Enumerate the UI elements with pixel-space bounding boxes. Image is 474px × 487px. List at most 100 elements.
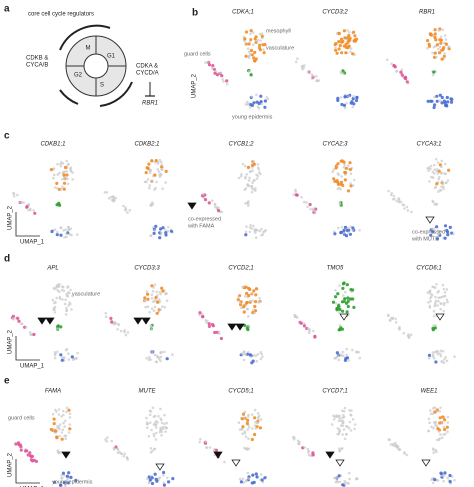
cell — [260, 473, 263, 476]
filled-arrowhead — [235, 323, 245, 331]
cell — [441, 28, 445, 32]
cell — [397, 200, 401, 204]
cell — [442, 479, 445, 483]
expressing-cell — [19, 448, 23, 452]
cell — [250, 292, 254, 295]
expressing-cell — [11, 314, 15, 318]
cell — [76, 233, 79, 236]
cell — [69, 288, 72, 292]
cell — [67, 291, 71, 295]
cell — [240, 172, 243, 176]
cell — [258, 296, 261, 300]
cell — [159, 355, 163, 359]
cell — [248, 299, 252, 303]
expressing-cell — [74, 478, 78, 482]
cell — [439, 35, 443, 39]
cell — [440, 180, 444, 183]
cell — [158, 158, 162, 162]
cell — [63, 425, 66, 428]
cell — [150, 293, 154, 297]
cell — [439, 302, 443, 305]
expressing-cell — [49, 427, 54, 432]
cell — [64, 483, 67, 486]
expressing-cell — [337, 47, 341, 51]
cell — [307, 70, 310, 74]
cell — [435, 349, 439, 353]
cell — [163, 413, 166, 417]
cell — [116, 451, 120, 455]
cell — [156, 294, 159, 297]
expressing-cell — [348, 161, 352, 165]
cell — [148, 421, 152, 425]
cell — [436, 161, 440, 164]
cell — [237, 421, 241, 425]
cell — [433, 203, 437, 206]
cell — [22, 201, 26, 204]
expressing-cell — [434, 38, 438, 42]
cell — [109, 195, 113, 199]
expressing-cell — [354, 98, 359, 103]
cell — [432, 357, 436, 360]
cell — [58, 297, 62, 301]
cell — [345, 101, 348, 105]
cell — [252, 31, 255, 34]
expressing-cell — [334, 166, 338, 170]
expressing-cell — [353, 39, 357, 43]
cell — [63, 302, 67, 306]
cell — [69, 169, 72, 172]
cell — [399, 200, 403, 204]
expressing-cell — [336, 292, 340, 296]
cell — [125, 456, 129, 460]
expressing-cell — [250, 361, 254, 365]
cell — [353, 423, 357, 426]
cell — [214, 205, 217, 209]
expressing-cell — [207, 322, 211, 326]
cell — [433, 314, 436, 318]
cell — [332, 414, 335, 418]
cell — [345, 353, 348, 357]
cell — [395, 199, 398, 203]
cell — [66, 177, 69, 181]
cell — [332, 168, 336, 171]
expressing-cell — [52, 417, 56, 421]
expressing-cell — [150, 284, 154, 288]
cell — [68, 412, 72, 416]
expressing-cell — [263, 99, 267, 103]
expressing-cell — [244, 30, 249, 34]
cell — [433, 304, 437, 308]
cell — [433, 95, 436, 99]
expressing-cell — [250, 103, 254, 107]
cell — [149, 358, 152, 361]
cell — [340, 175, 343, 178]
expressing-cell — [148, 478, 152, 482]
expressing-cell — [65, 474, 69, 478]
cell — [297, 442, 301, 446]
filled-arrowhead — [227, 323, 237, 331]
cell — [218, 332, 221, 335]
expressing-cell — [59, 353, 63, 357]
cell — [346, 29, 349, 32]
cell — [55, 410, 58, 414]
cell — [390, 192, 394, 195]
cell — [307, 331, 311, 335]
expressing-cell — [445, 228, 449, 233]
expressing-cell — [65, 173, 69, 177]
cell — [342, 294, 345, 297]
cell — [153, 414, 157, 418]
cell — [342, 428, 346, 431]
expressing-cell — [146, 292, 150, 296]
cell — [431, 481, 435, 485]
cell — [344, 290, 347, 294]
cell — [153, 229, 156, 232]
cell — [53, 311, 57, 314]
cell — [67, 225, 70, 229]
cell — [247, 50, 251, 54]
cell — [442, 433, 446, 436]
cell — [112, 446, 116, 450]
expressing-cell — [68, 427, 72, 431]
cell — [257, 301, 260, 304]
cell — [446, 300, 449, 304]
axis-label: UMAP_2 — [192, 73, 198, 98]
expressing-cell — [262, 51, 266, 55]
cell — [246, 471, 250, 475]
